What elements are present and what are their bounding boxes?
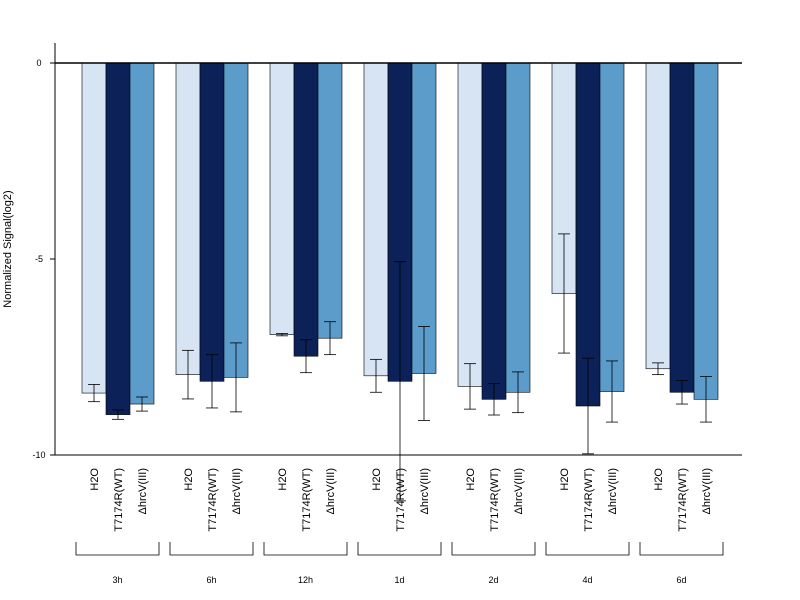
bar [363,62,389,377]
bar-label: ΔhrcV(III) [325,468,337,514]
group-label: 2d [488,575,498,585]
bar [317,62,343,339]
bar-label: ΔhrcV(III) [701,468,713,514]
bar-label: H2O [371,468,383,491]
bar [599,62,625,392]
bar-label: ΔhrcV(III) [607,468,619,514]
bar-label: T7174R(WT) [583,468,595,532]
bar-label: T7174R(WT) [301,468,313,532]
bar-label: T7174R(WT) [113,468,125,532]
bar [199,62,225,382]
bar-label: T7174R(WT) [677,468,689,532]
group-bracket [169,542,254,556]
group-bracket [545,542,630,556]
bar [693,62,719,400]
bar [223,62,249,378]
bar [293,62,319,357]
bar [481,62,507,400]
bar-label: T7174R(WT) [395,468,407,532]
bar [175,62,201,375]
group-label: 3h [112,575,122,585]
bar-label: H2O [277,468,289,491]
bar-label: T7174R(WT) [207,468,219,532]
bar-label: H2O [653,468,665,491]
bar-label: H2O [559,468,571,491]
bar-label: ΔhrcV(III) [231,468,243,514]
group-label: 4d [582,575,592,585]
bar [105,62,131,415]
group-bracket [639,542,724,556]
group-label: 6h [206,575,216,585]
group-bracket [357,542,442,556]
bar [669,62,695,393]
y-tick-label: -10 [32,450,45,460]
y-tick-label: 0 [36,58,41,68]
group-bracket [451,542,536,556]
group-label: 1d [394,575,404,585]
bar [457,62,483,387]
bar [129,62,155,405]
bar-label: H2O [465,468,477,491]
plot-area: 0 -5 -10 H2O T7174R(WT) ΔhrcV(III) 3h H2O T7174R… [32,43,742,585]
bar-label: H2O [89,468,101,491]
bar [81,62,107,394]
bar [411,62,437,374]
y-tick-label: -5 [35,254,43,264]
bar-label: T7174R(WT) [489,468,501,532]
bar [575,62,601,407]
bar-label: ΔhrcV(III) [137,468,149,514]
bar [269,62,295,335]
bar-label: ΔhrcV(III) [419,468,431,514]
y-axis-label: Normalized Signal(log2) [2,190,14,307]
group-label: 6d [676,575,686,585]
bar [645,62,671,370]
bar [505,62,531,393]
group-label: 12h [298,575,313,585]
bar-label: H2O [183,468,195,491]
group-bracket [263,542,348,556]
bar-label: ΔhrcV(III) [513,468,525,514]
group-bracket [75,542,160,556]
